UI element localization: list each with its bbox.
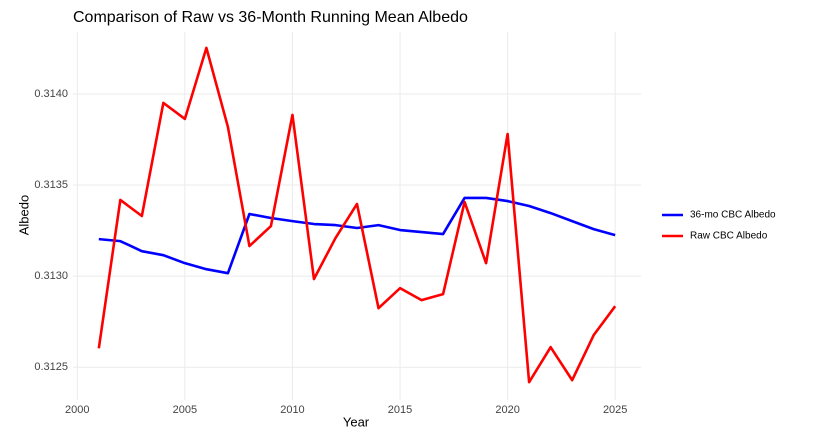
y-tick-label: 0.3140 bbox=[34, 88, 68, 100]
chart-title: Comparison of Raw vs 36-Month Running Me… bbox=[73, 9, 468, 26]
x-tick-label: 2010 bbox=[280, 404, 304, 416]
x-tick-label: 2025 bbox=[603, 404, 627, 416]
x-tick-label: 2015 bbox=[388, 404, 412, 416]
y-tick-label: 0.3125 bbox=[34, 361, 68, 373]
legend-label: Raw CBC Albedo bbox=[690, 231, 768, 242]
y-tick-label: 0.3130 bbox=[34, 270, 68, 282]
x-axis-label: Year bbox=[343, 414, 370, 429]
x-tick-label: 2005 bbox=[173, 404, 197, 416]
y-tick-label: 0.3135 bbox=[34, 179, 68, 191]
series-line bbox=[98, 196, 616, 275]
legend-label: 36-mo CBC Albedo bbox=[690, 210, 776, 221]
series-line bbox=[97, 46, 617, 384]
x-tick-label: 2020 bbox=[495, 404, 519, 416]
y-axis-label: Albedo bbox=[16, 195, 31, 235]
x-tick-label: 2000 bbox=[65, 404, 89, 416]
